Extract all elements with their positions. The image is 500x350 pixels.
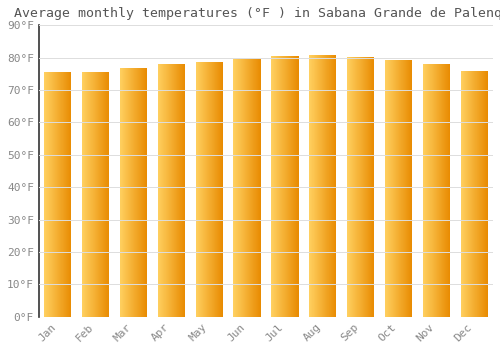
Title: Average monthly temperatures (°F ) in Sabana Grande de Palenque: Average monthly temperatures (°F ) in Sa… (14, 7, 500, 20)
